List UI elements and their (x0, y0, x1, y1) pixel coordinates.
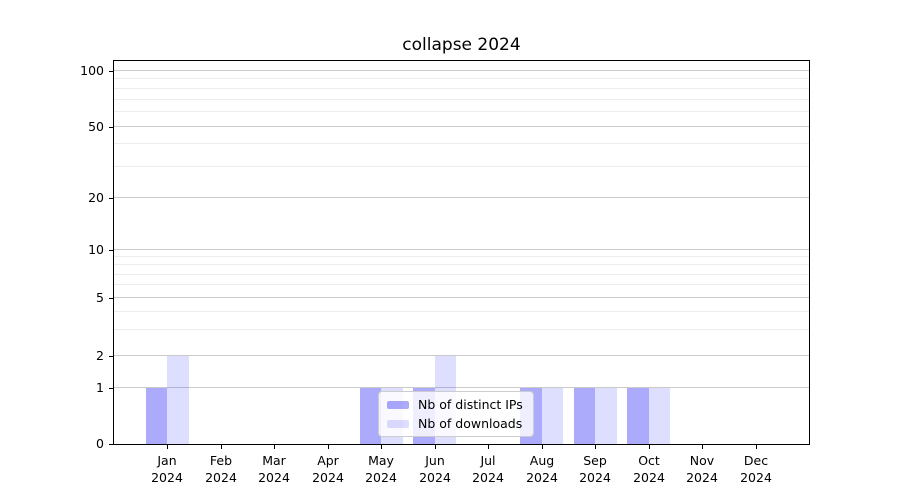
x-tick-mark (756, 445, 757, 449)
minor-gridline (114, 329, 809, 331)
x-tick-mark (542, 445, 543, 449)
x-tick-label: Nov 2024 (686, 453, 718, 485)
y-tick-label: 10 (88, 242, 104, 257)
y-tick-mark (109, 298, 113, 299)
major-gridline (114, 249, 809, 251)
x-tick-mark (702, 445, 703, 449)
minor-gridline (114, 264, 809, 266)
minor-gridline (114, 98, 809, 100)
major-gridline (114, 387, 809, 389)
legend-label-distinct-ips: Nb of distinct IPs (418, 396, 523, 412)
x-tick-mark (435, 445, 436, 449)
x-tick-label: Dec 2024 (740, 453, 772, 485)
x-tick-label: Oct 2024 (633, 453, 665, 485)
y-tick-label: 5 (96, 290, 104, 305)
major-gridline (114, 125, 809, 127)
minor-gridline (114, 256, 809, 258)
bar-distinct-ips (627, 388, 649, 444)
minor-gridline (114, 273, 809, 275)
x-tick-label: Aug 2024 (526, 453, 558, 485)
x-tick-mark (274, 445, 275, 449)
bar-distinct-ips (146, 388, 168, 444)
x-tick-label: Sep 2024 (579, 453, 611, 485)
y-tick-label: 0 (96, 436, 104, 451)
y-tick-label: 100 (80, 63, 104, 78)
bar-distinct-ips (573, 388, 596, 444)
x-tick-label: Apr 2024 (312, 453, 344, 485)
major-gridline (114, 69, 809, 71)
x-tick-mark (221, 445, 222, 449)
bar-downloads (595, 388, 617, 444)
bar-downloads (541, 388, 564, 444)
x-tick-label: Jun 2024 (419, 453, 451, 485)
bar-downloads (167, 356, 189, 444)
x-tick-mark (649, 445, 650, 449)
y-tick-mark (109, 250, 113, 251)
x-tick-mark (488, 445, 489, 449)
minor-gridline (114, 165, 809, 167)
x-tick-label: Jan 2024 (151, 453, 183, 485)
x-tick-mark (595, 445, 596, 449)
legend-label-downloads: Nb of downloads (418, 415, 523, 431)
legend-entry-downloads: Nb of downloads (387, 415, 523, 432)
legend-swatch-distinct-ips (387, 400, 409, 409)
y-tick-mark (109, 198, 113, 199)
minor-gridline (114, 78, 809, 80)
plot-area: Nb of distinct IPs Nb of downloads (113, 60, 810, 445)
x-tick-label: May 2024 (365, 453, 397, 485)
y-tick-mark (109, 388, 113, 389)
legend-swatch-downloads (387, 419, 409, 428)
x-tick-mark (167, 445, 168, 449)
major-gridline (114, 296, 809, 298)
y-tick-label: 1 (96, 380, 104, 395)
y-tick-label: 2 (96, 348, 104, 363)
minor-gridline (114, 311, 809, 313)
y-tick-mark (109, 127, 113, 128)
y-tick-mark (109, 444, 113, 445)
chart-title: collapse 2024 (402, 35, 521, 55)
minor-gridline (114, 284, 809, 286)
x-tick-label: Mar 2024 (258, 453, 290, 485)
x-tick-label: Feb 2024 (205, 453, 237, 485)
bar-downloads (648, 388, 670, 444)
legend: Nb of distinct IPs Nb of downloads (378, 391, 534, 437)
y-tick-label: 20 (88, 190, 104, 205)
y-tick-mark (109, 71, 113, 72)
legend-entry-distinct-ips: Nb of distinct IPs (387, 396, 523, 413)
x-tick-mark (328, 445, 329, 449)
minor-gridline (114, 111, 809, 112)
x-tick-mark (381, 445, 382, 449)
y-tick-mark (109, 356, 113, 357)
minor-gridline (114, 143, 809, 145)
bar-distinct-ips (359, 388, 382, 444)
y-tick-label: 50 (88, 119, 104, 134)
minor-gridline (114, 87, 809, 89)
major-gridline (114, 355, 809, 357)
x-tick-label: Jul 2024 (472, 453, 504, 485)
major-gridline (114, 197, 809, 199)
